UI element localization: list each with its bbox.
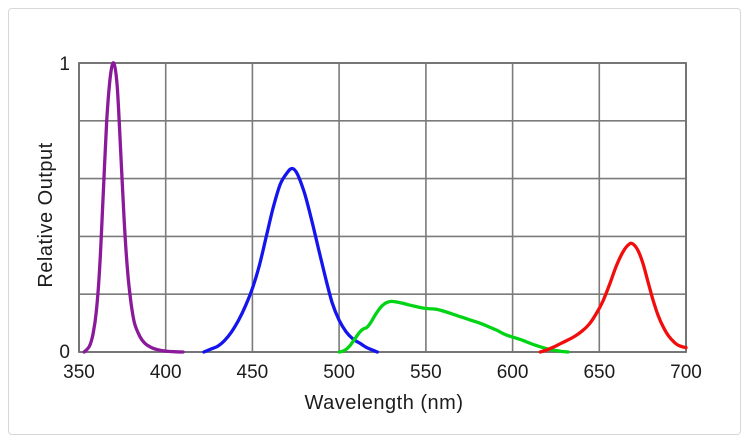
- series-curve-red: [538, 241, 688, 354]
- x-tick-label: 350: [63, 362, 95, 383]
- tick-layer: 350 400 450 500 550 600 650 700 1 0: [59, 54, 701, 383]
- x-tick-label: 700: [670, 362, 702, 383]
- y-tick-label: 0: [59, 342, 70, 363]
- y-tick-label: 1: [59, 54, 70, 75]
- x-tick-label: 450: [237, 362, 269, 383]
- grid-layer: [78, 62, 687, 353]
- chart-panel-border: [8, 8, 741, 435]
- plot-frame: [78, 62, 687, 353]
- series-layer: [82, 61, 688, 354]
- series-curve-green: [337, 299, 570, 354]
- x-tick-label: 400: [150, 362, 182, 383]
- series-curve-purple: [82, 61, 185, 354]
- series-curve-blue: [202, 166, 379, 354]
- x-tick-label: 650: [583, 362, 615, 383]
- y-axis-title: Relative Output: [35, 142, 57, 287]
- x-tick-label: 600: [497, 362, 529, 383]
- x-tick-label: 550: [410, 362, 442, 383]
- x-tick-label: 500: [323, 362, 355, 383]
- x-axis-title: Wavelength (nm): [304, 392, 463, 414]
